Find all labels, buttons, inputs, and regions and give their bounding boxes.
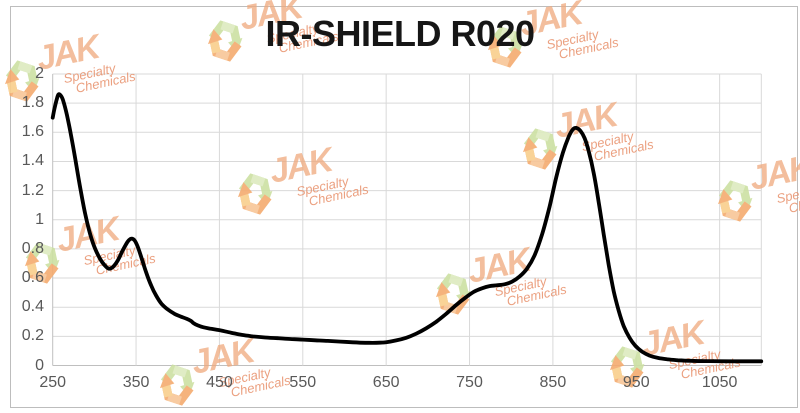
y-tick-label: 1.6 [21, 123, 44, 141]
x-tick-label: 850 [539, 374, 567, 391]
y-tick-label: 0.8 [21, 239, 44, 257]
y-tick-label: 1.4 [21, 152, 44, 170]
x-tick-label: 350 [122, 374, 150, 391]
y-tick-label: 1.2 [21, 181, 44, 199]
spectrum-line [50, 92, 764, 364]
y-tick-label: 1 [35, 210, 44, 228]
chart-title: IR-SHIELD R020 [265, 13, 535, 54]
y-tick-label: 2 [35, 65, 44, 82]
y-tick-label: 0.2 [21, 327, 44, 345]
y-tick-label: 0 [35, 356, 44, 374]
chart-border-frame [10, 6, 798, 408]
x-tick-label: 550 [289, 374, 317, 391]
y-tick-label: 1.8 [21, 94, 44, 112]
x-tick-label: 450 [206, 374, 233, 391]
x-tick-label: 250 [39, 374, 67, 391]
x-tick-label: 950 [622, 374, 650, 391]
x-tick-label: 650 [372, 374, 400, 391]
y-tick-label: 0.6 [21, 269, 44, 287]
x-tick-label: 750 [456, 374, 483, 391]
x-tick-label: 1050 [701, 374, 738, 391]
y-tick-label: 0.4 [21, 298, 44, 316]
